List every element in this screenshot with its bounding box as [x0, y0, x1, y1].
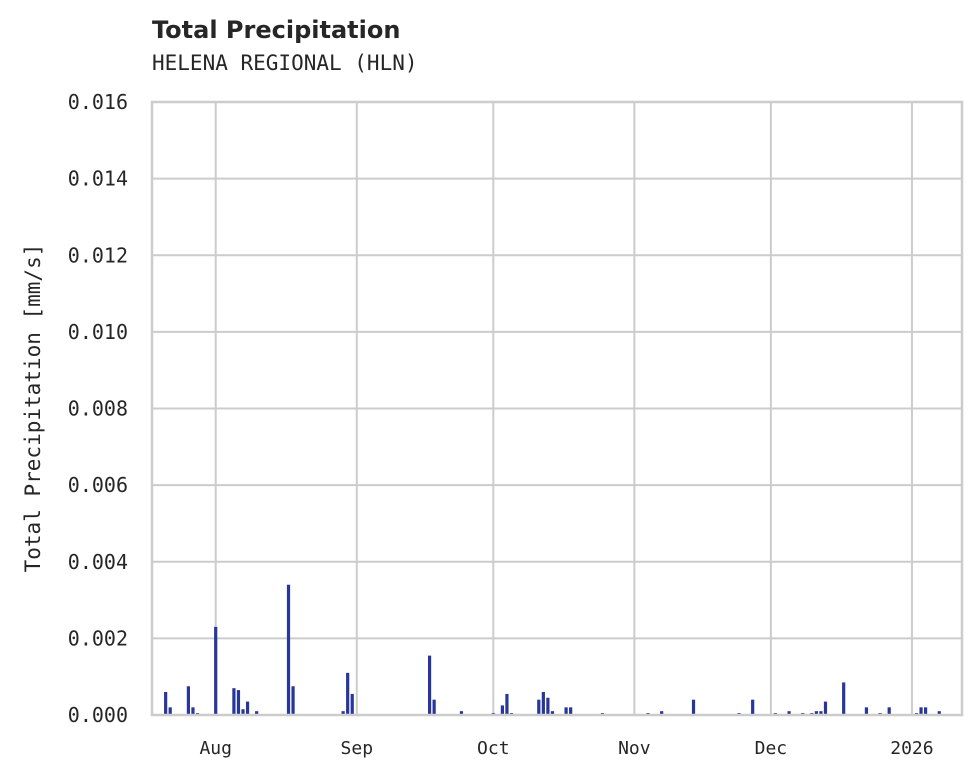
precip-bar [505, 693, 509, 715]
precip-bar [660, 711, 664, 715]
precip-bar [751, 699, 755, 715]
precip-bar [241, 709, 245, 715]
precip-bar [842, 682, 846, 715]
y-tick-label: 0.002 [68, 626, 128, 650]
precip-bar [164, 692, 168, 715]
precip-bar [286, 584, 291, 715]
x-tick-label: Nov [618, 738, 651, 759]
precip-bar [236, 690, 241, 715]
precip-bar [350, 693, 354, 715]
precip-bar [923, 707, 928, 715]
chart-title: Total Precipitation [152, 16, 401, 44]
y-axis-ticks: 0.000 0.002 0.004 0.006 0.008 0.010 0.012 0.014… [68, 90, 128, 727]
y-tick-label: 0.016 [68, 90, 128, 114]
precip-bar [937, 711, 941, 715]
x-tick-label: Oct [477, 738, 510, 759]
precip-bar [787, 711, 791, 715]
precip-bar [537, 699, 541, 715]
y-tick-label: 0.000 [68, 703, 128, 727]
precip-bar [427, 655, 432, 715]
y-tick-label: 0.010 [68, 320, 128, 344]
y-tick-label: 0.008 [68, 397, 128, 421]
precip-bar [432, 699, 436, 715]
x-tick-label: Aug [199, 738, 232, 759]
x-tick-label: Dec [755, 738, 788, 759]
precip-bar [546, 697, 550, 715]
precip-bar [291, 686, 295, 715]
precip-bar [823, 701, 828, 715]
precip-bar [214, 626, 218, 715]
y-tick-label: 0.004 [68, 550, 128, 574]
precip-bar [346, 672, 350, 715]
precip-bar [255, 711, 259, 715]
precipitation-bars [164, 584, 941, 715]
precip-bar [341, 711, 345, 715]
y-tick-label: 0.014 [68, 167, 128, 191]
precip-bar [919, 707, 923, 715]
x-tick-label: 2026 [890, 738, 933, 759]
gridlines [152, 101, 962, 716]
y-tick-label: 0.006 [68, 473, 128, 497]
chart-subtitle: HELENA REGIONAL (HLN) [152, 51, 418, 75]
precip-bar [541, 692, 545, 715]
precip-bar [550, 711, 555, 715]
precip-bar [459, 711, 464, 715]
precip-bar [887, 707, 891, 715]
precip-bar [564, 707, 568, 715]
plot-frame [150, 100, 964, 717]
precip-bar [500, 705, 504, 715]
precip-bar [691, 699, 696, 715]
precip-bar [191, 707, 195, 715]
precip-bar [819, 711, 823, 715]
precip-bar [245, 701, 250, 715]
precip-bar [232, 688, 236, 715]
precip-bar [569, 707, 573, 715]
precip-bar [168, 707, 172, 715]
precip-bar [814, 711, 818, 715]
precip-bar [864, 707, 869, 715]
x-axis-ticks: Aug Sep Oct Nov Dec 2026 [199, 738, 933, 759]
y-tick-label: 0.012 [68, 243, 128, 267]
precip-bar [186, 686, 191, 715]
x-tick-label: Sep [341, 738, 374, 759]
